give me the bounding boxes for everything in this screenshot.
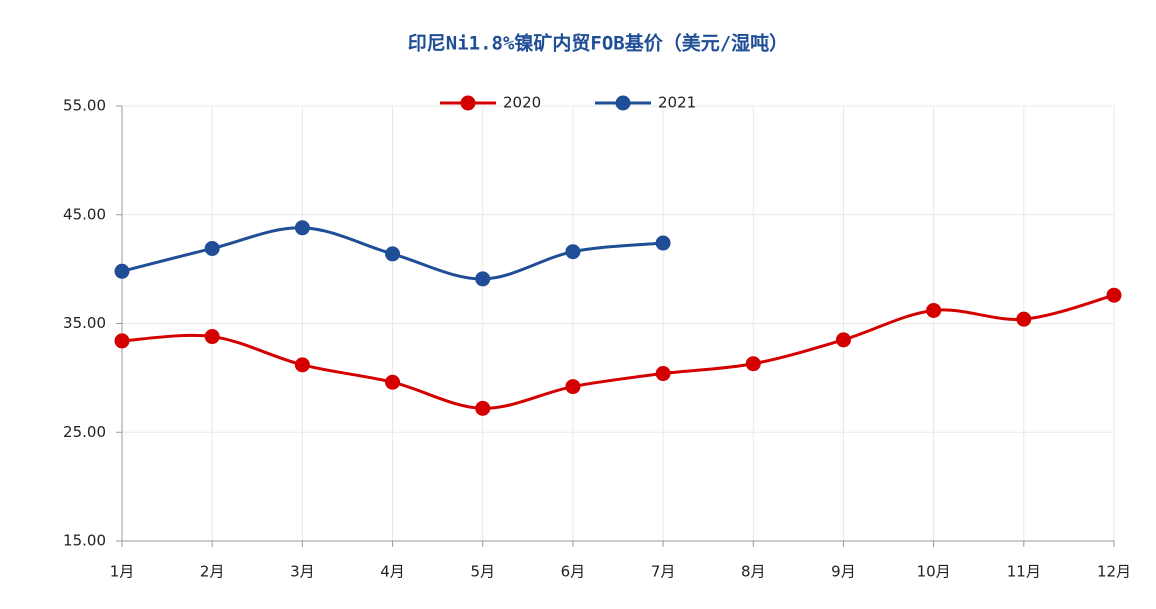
x-tick-label: 11月 [1007,563,1041,581]
legend-marker [460,95,476,111]
x-tick-label: 2月 [200,563,225,581]
legend-label: 2021 [658,94,696,112]
x-tick-label: 5月 [470,563,495,581]
data-point [204,329,220,345]
data-point [294,357,310,373]
data-point [204,240,220,256]
data-point [655,366,671,382]
data-point [835,332,851,348]
x-tick-label: 9月 [831,563,856,581]
x-tick-label: 7月 [651,563,676,581]
chart-title: 印尼Ni1.8%镍矿内贸FOB基价（美元/湿吨） [408,32,788,55]
data-point [565,244,581,260]
data-point [655,235,671,251]
x-tick-label: 1月 [110,563,135,581]
data-point [1106,287,1122,303]
data-point [385,246,401,262]
y-tick-label: 25.00 [63,423,106,441]
x-tick-label: 3月 [290,563,315,581]
x-tick-label: 6月 [561,563,586,581]
legend-marker [615,95,631,111]
data-point [385,374,401,390]
y-tick-label: 45.00 [63,205,106,223]
legend-label: 2020 [503,94,541,112]
series-line [121,293,1115,410]
data-point [745,356,761,372]
x-tick-label: 12月 [1097,563,1131,581]
y-tick-label: 55.00 [63,97,106,115]
data-point [926,302,942,318]
data-point [565,379,581,395]
x-tick-label: 8月 [741,563,766,581]
y-tick-label: 15.00 [63,532,106,550]
x-tick-label: 10月 [917,563,951,581]
data-point [475,400,491,416]
data-point [294,220,310,236]
data-point [1016,311,1032,327]
y-tick-label: 35.00 [63,314,106,332]
data-point [114,333,130,349]
data-point [114,263,130,279]
data-point [475,271,491,287]
x-tick-label: 4月 [380,563,405,581]
